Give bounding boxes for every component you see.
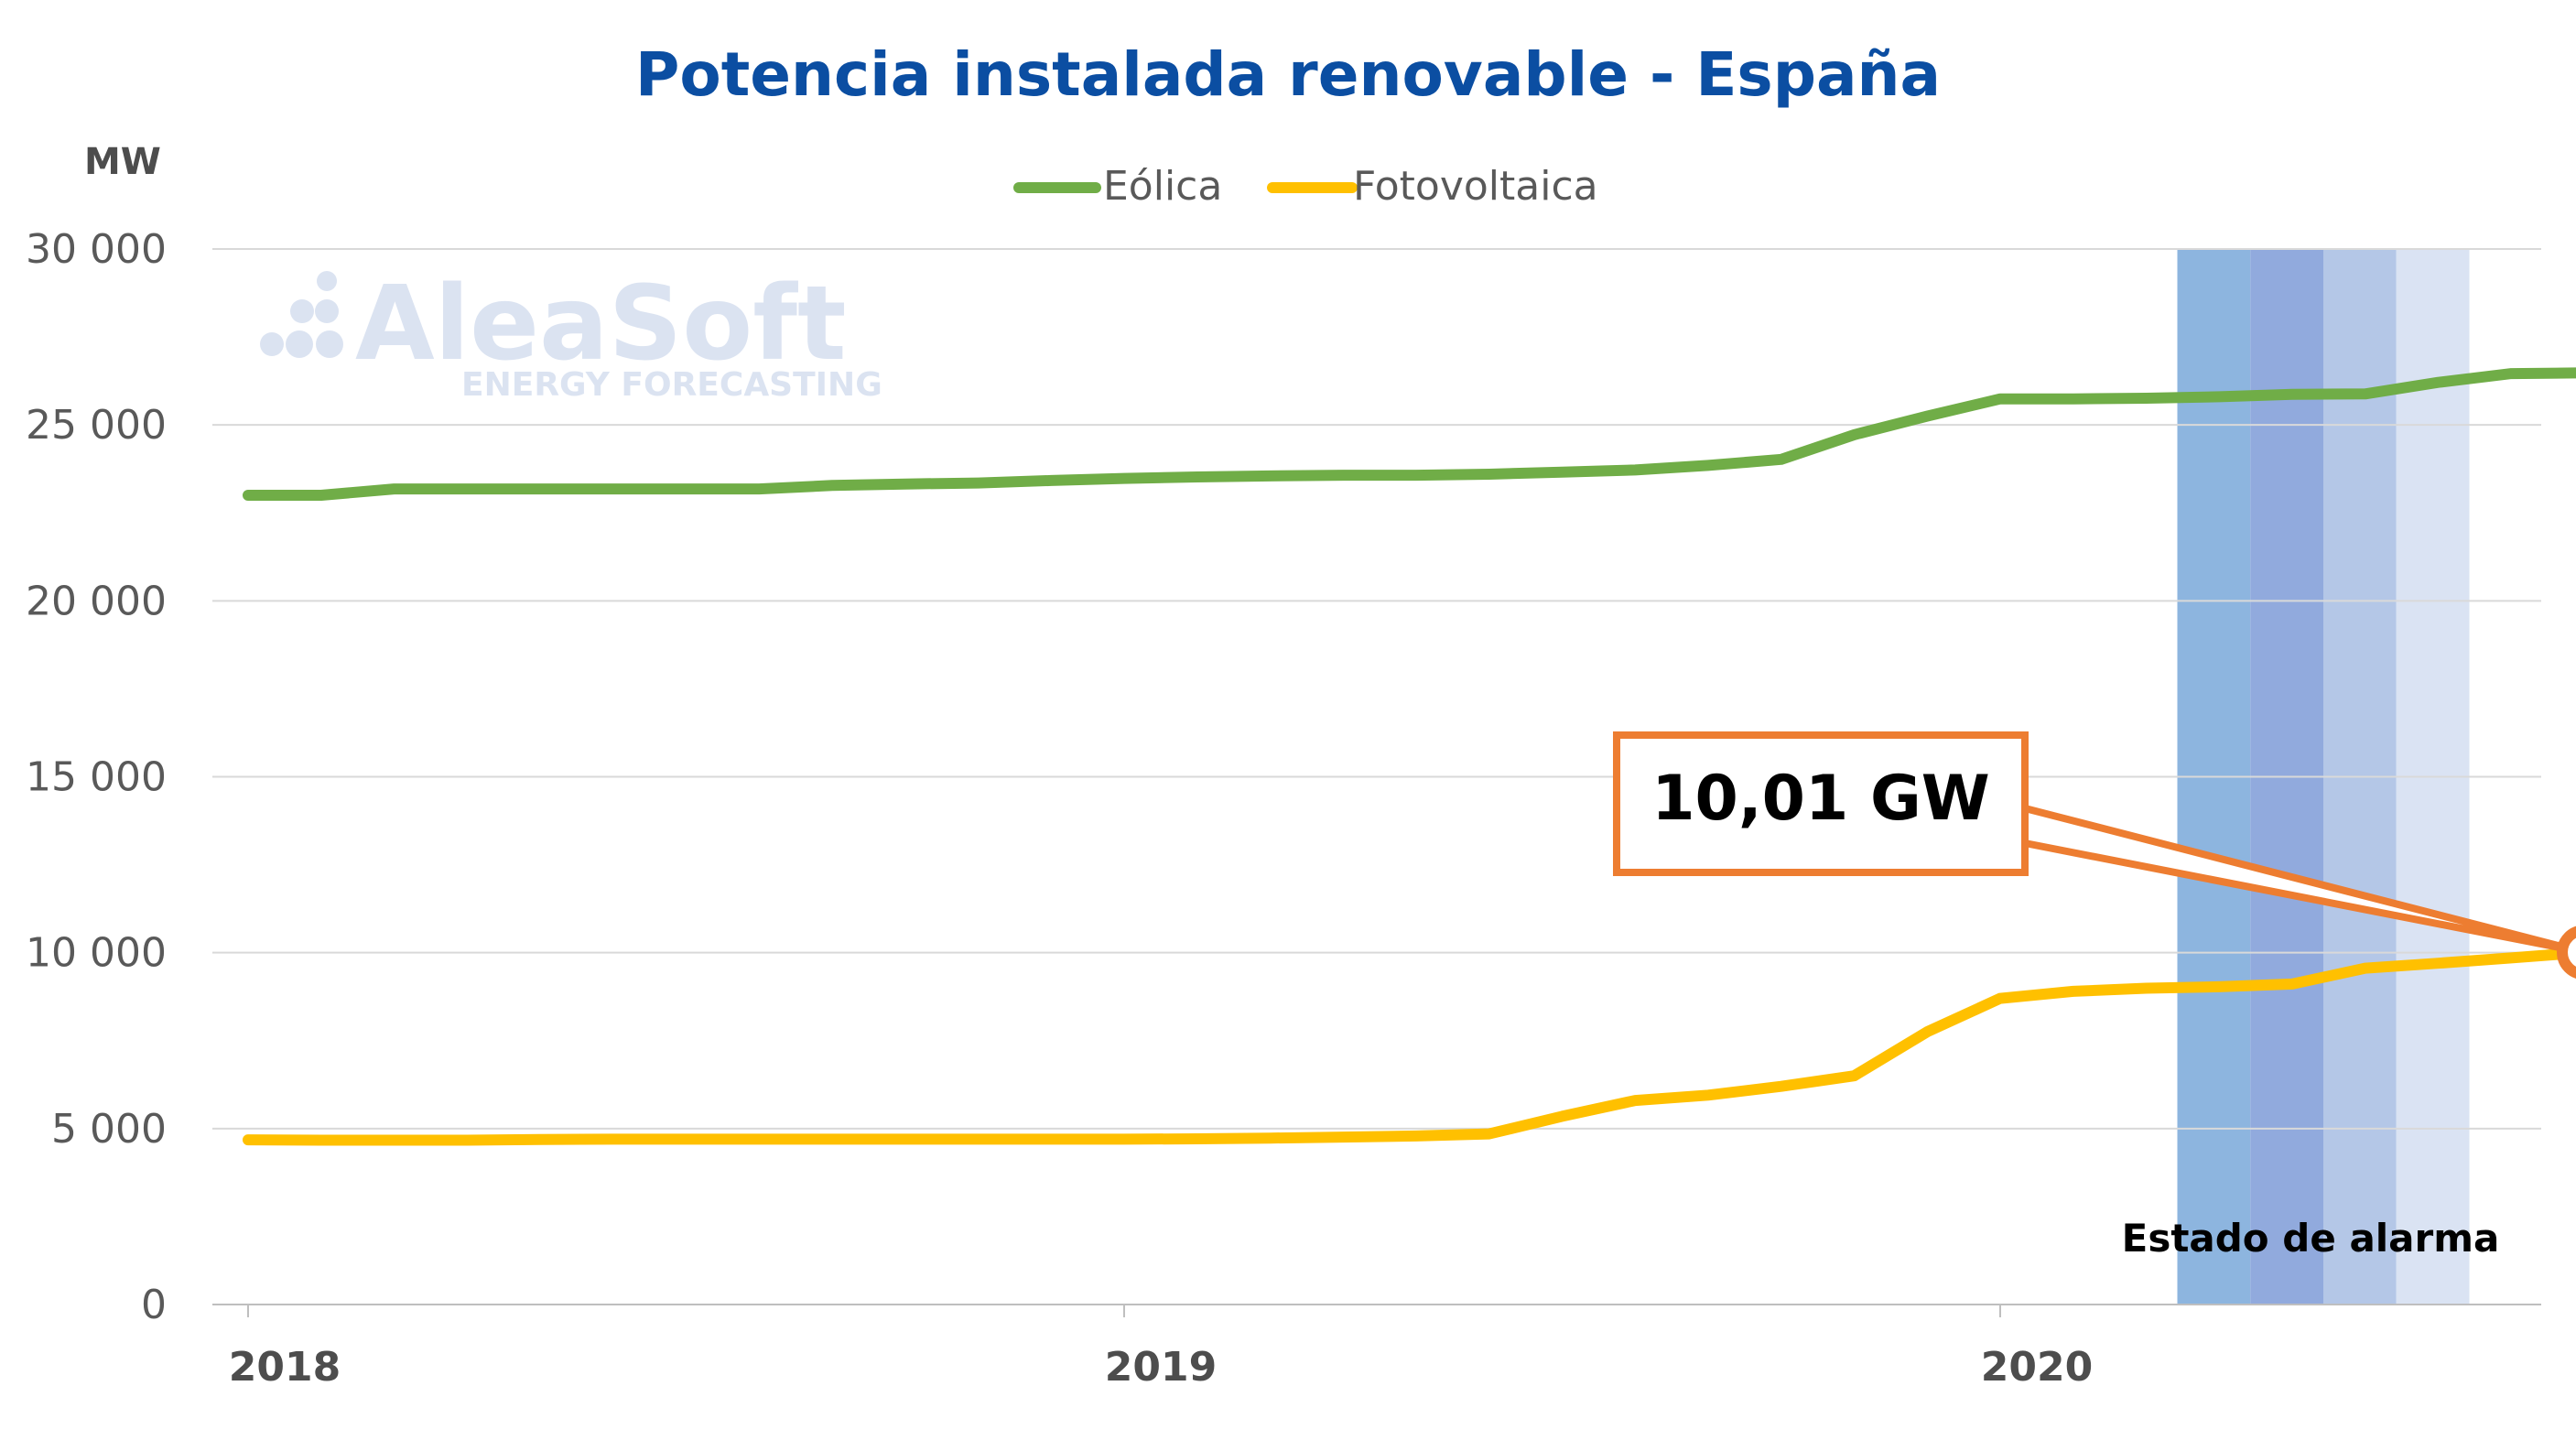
- y-tick-label: 25 000: [26, 402, 167, 449]
- callout-box: [1613, 731, 2029, 876]
- watermark-logo: AleaSoft: [355, 265, 846, 384]
- x-tick-label: 2020: [1981, 1344, 2093, 1391]
- y-tick-label: 10 000: [26, 930, 167, 977]
- x-axis: 2018 2019 2020: [212, 1304, 2541, 1391]
- watermark-subtitle: ENERGY FORECASTING: [461, 366, 882, 404]
- legend-label: Fotovoltaica: [1353, 163, 1598, 210]
- y-tick-label: 30 000: [26, 226, 167, 273]
- series-line-eolica: [243, 367, 2576, 501]
- y-tick-label: 20 000: [26, 578, 167, 624]
- y-tick-label: 15 000: [26, 754, 167, 801]
- y-tick-label: 5 000: [51, 1106, 167, 1153]
- callout-label: 10,01 GW: [1651, 763, 1990, 835]
- x-tick-label: 2018: [229, 1344, 341, 1391]
- y-axis-ticks: 0 5 000 10 000 15 000 20 000 25 000 30 000: [26, 226, 167, 1328]
- watermark: AleaSoft ENERGY FORECASTING: [260, 265, 882, 404]
- chart-title: Potencia instalada renovable - España: [635, 39, 1941, 110]
- alarm-label: Estado de alarma: [2122, 1216, 2500, 1261]
- legend-label: Eólica: [1103, 163, 1222, 210]
- grid-lines: [212, 248, 2541, 1130]
- y-tick-label: 0: [141, 1282, 167, 1328]
- legend: Eólica Fotovoltaica: [1013, 163, 1598, 210]
- x-tick-label: 2019: [1105, 1344, 1217, 1391]
- series-line-fotovoltaica: [243, 947, 2576, 1146]
- series-lines: [243, 367, 2576, 1146]
- annotation: 10,01 GW: [1613, 731, 2576, 979]
- y-axis-unit: MW: [84, 141, 161, 183]
- callout-marker: [2557, 926, 2576, 979]
- watermark-dots-icon: [260, 271, 343, 358]
